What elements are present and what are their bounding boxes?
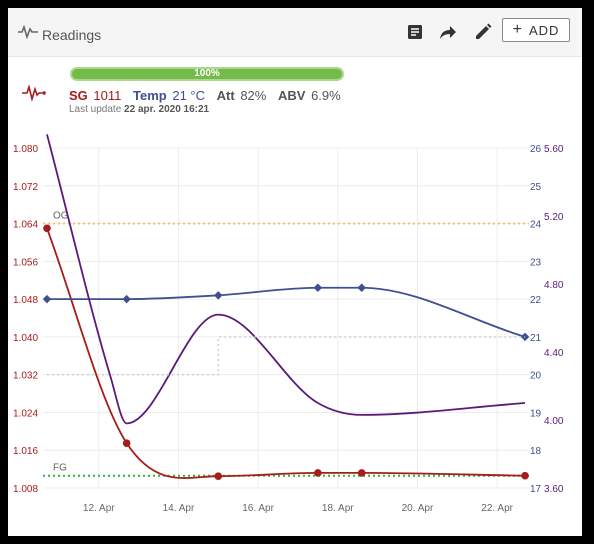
reading-stats: SG 1011 Temp 21 °C Att 82% ABV 6.9%	[69, 88, 343, 103]
readings-card: Readings + ADD 100% SG 1011 Temp 21 °C A…	[8, 8, 582, 536]
abv-value: 6.9%	[311, 88, 341, 103]
last-update-label: Last update	[69, 104, 122, 115]
og-label: OG	[53, 211, 69, 222]
sg-axis-tick: 1.016	[13, 446, 38, 457]
progress-label: 100%	[194, 68, 220, 79]
x-axis-tick: 14. Apr	[163, 503, 195, 514]
fg-label: FG	[53, 463, 67, 474]
sg-axis-tick: 1.032	[13, 371, 38, 382]
temp-point	[357, 283, 366, 293]
sg-point	[357, 469, 366, 477]
sg-point	[314, 469, 322, 477]
sg-point	[43, 224, 51, 233]
abv-axis-tick: 5.60	[544, 144, 564, 155]
temp-value: 21 °C	[172, 88, 206, 103]
temp-axis-tick: 24	[530, 220, 542, 231]
temp-point	[42, 294, 52, 304]
temp-axis-tick: 22	[530, 295, 542, 306]
edit-icon[interactable]	[474, 23, 492, 41]
abv-axis-tick: 4.40	[544, 348, 564, 359]
share-icon[interactable]	[439, 23, 457, 41]
plus-icon: +	[512, 21, 523, 38]
sg-point	[521, 471, 529, 480]
last-update: Last update 22 apr. 2020 16:21	[69, 104, 209, 115]
sg-axis-tick: 1.072	[13, 182, 38, 193]
temp-axis-tick: 26	[530, 144, 542, 155]
temp-setpoint-series-line	[46, 336, 526, 376]
abv-axis-tick: 4.80	[544, 280, 564, 291]
x-axis-tick: 16. Apr	[242, 503, 274, 514]
temp-label: Temp	[133, 88, 167, 103]
add-button[interactable]: + ADD	[502, 18, 570, 42]
card-header: Readings + ADD	[8, 8, 582, 57]
att-label: Att	[216, 88, 235, 103]
sg-axis-tick: 1.024	[13, 408, 38, 419]
x-axis-tick: 20. Apr	[402, 503, 434, 514]
sg-value: 1011	[93, 88, 122, 103]
temp-point	[122, 294, 131, 304]
readings-chart[interactable]: 1.080 1.072 1.064 1.056 1.048 1.040 1.032 1.024…	[8, 8, 582, 536]
temp-axis-tick: 18	[530, 446, 542, 457]
temp-axis-tick: 21	[530, 333, 542, 344]
temp-point	[313, 283, 323, 293]
last-update-value: 22 apr. 2020 16:21	[124, 104, 210, 115]
abv-axis-tick: 5.20	[544, 212, 564, 223]
add-button-label: ADD	[528, 22, 560, 38]
temp-axis-tick: 23	[530, 257, 542, 268]
att-value: 82%	[240, 88, 267, 103]
temp-series-line	[46, 286, 526, 338]
sg-axis-tick: 1.056	[13, 257, 38, 268]
sg-axis-tick: 1.048	[13, 295, 38, 306]
abv-label: ABV	[277, 88, 306, 103]
sg-axis-tick: 1.040	[13, 333, 38, 344]
abv-axis-tick: 3.60	[544, 484, 564, 495]
progress-bar: 100%	[70, 67, 344, 81]
sg-point	[122, 439, 131, 447]
sg-label: SG	[69, 88, 88, 103]
sg-point	[214, 472, 223, 480]
temp-axis-tick: 19	[530, 408, 542, 419]
temp-point	[214, 291, 223, 300]
heartbeat-icon	[22, 84, 46, 102]
notes-icon[interactable]	[406, 23, 424, 41]
x-axis-tick: 18. Apr	[322, 503, 354, 514]
abv-series-line	[46, 134, 526, 425]
temp-axis-tick: 17	[530, 484, 542, 495]
pulse-icon	[18, 25, 38, 39]
sg-series-line	[46, 227, 526, 479]
x-axis-tick: 12. Apr	[83, 503, 115, 514]
x-axis-tick: 22. Apr	[481, 503, 513, 514]
sg-axis-tick: 1.064	[13, 220, 38, 231]
temp-axis-tick: 25	[530, 182, 542, 193]
page-title: Readings	[42, 27, 102, 43]
sg-axis-tick: 1.008	[13, 484, 38, 495]
temp-axis-tick: 20	[530, 371, 542, 382]
sg-axis-tick: 1.080	[13, 144, 38, 155]
abv-axis-tick: 4.00	[544, 416, 564, 427]
